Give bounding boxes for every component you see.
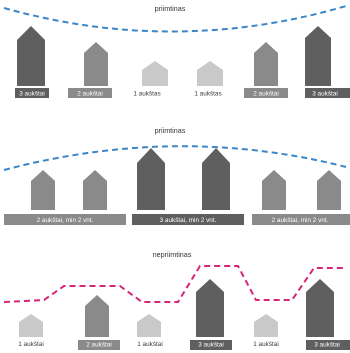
floor-label: 1 aukštai <box>253 341 279 348</box>
building-3-floors <box>305 26 331 86</box>
label-box <box>190 340 232 350</box>
building-2-floors <box>317 170 341 210</box>
skyline-zigzag <box>3 265 346 303</box>
floor-label: 3 aukštai <box>312 91 338 98</box>
label-box <box>132 214 244 225</box>
floor-label: 1 aukštas <box>194 91 221 98</box>
building-2-floors <box>83 170 107 210</box>
building-1-floor <box>197 61 223 86</box>
floor-label: 2 aukštai <box>86 342 112 349</box>
floor-label: 2 aukštai, min 2 vnt. <box>37 217 94 224</box>
label-box <box>15 88 49 98</box>
label-box <box>68 88 112 98</box>
floor-label: 3 aukštai <box>314 342 340 349</box>
floor-label: 2 aukštai <box>253 91 279 98</box>
building-2-floors <box>254 42 278 86</box>
building-1-floor <box>19 314 43 337</box>
floor-label: 1 aukštai <box>137 341 163 348</box>
building-3-floors <box>306 279 334 337</box>
skyline-curve <box>3 145 347 171</box>
floor-label: 3 aukštai, min 2 vnt. <box>160 217 217 224</box>
label-box <box>252 214 350 225</box>
label-box <box>244 88 288 98</box>
floor-label: 3 aukštai <box>19 91 45 98</box>
panel-unacceptable: nepriimtinas 1 aukštai 2 aukštai 1 aukšt… <box>3 250 350 350</box>
building-2-floors <box>84 42 108 86</box>
floor-label: 3 aukštai <box>198 342 224 349</box>
floor-label: 1 aukštas <box>133 91 160 98</box>
building-2-floors <box>85 295 109 337</box>
panel-title: priimtinas <box>155 4 186 13</box>
skyline-curve <box>3 5 347 33</box>
label-box <box>78 340 120 350</box>
building-3-floors <box>137 148 165 210</box>
panel-title: priimtinas <box>155 126 186 135</box>
building-2-floors <box>31 170 55 210</box>
panel-acceptable-2: priimtinas 2 aukštai, min 2 vnt. 3 aukšt… <box>3 126 350 225</box>
building-1-floor <box>137 314 161 337</box>
panel-title: nepriimtinas <box>153 250 192 259</box>
building-1-floor <box>254 314 278 337</box>
label-box <box>305 88 350 98</box>
panel-acceptable-1: priimtinas 3 aukštai 2 aukštai 1 aukštas… <box>3 4 350 98</box>
floor-label: 2 aukštai, min 2 vnt. <box>272 217 329 224</box>
label-box <box>306 340 350 350</box>
building-3-floors <box>202 148 230 210</box>
building-1-floor <box>142 61 168 86</box>
floor-label: 2 aukštai <box>77 91 103 98</box>
floor-label: 1 aukštai <box>18 341 44 348</box>
building-3-floors <box>17 26 45 86</box>
building-2-floors <box>262 170 286 210</box>
building-3-floors <box>196 279 224 337</box>
label-box <box>4 214 126 225</box>
